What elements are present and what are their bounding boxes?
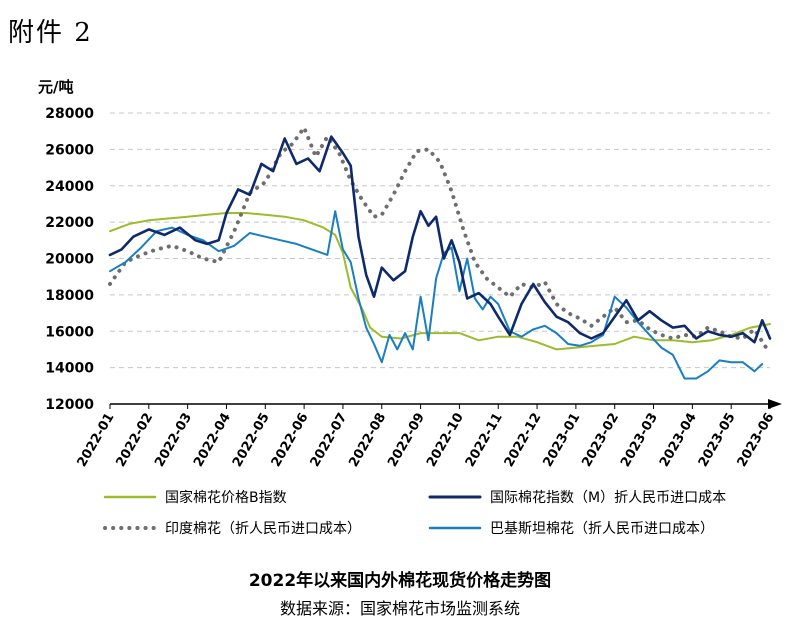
x-tick-label: 2022-09 xyxy=(385,411,428,470)
x-tick-label: 2022-12 xyxy=(502,411,545,470)
x-tick-label: 2022-08 xyxy=(346,411,389,470)
x-tick-label: 2022-06 xyxy=(269,411,312,470)
chart-caption: 2022年以来国内外棉花现货价格走势图 xyxy=(248,571,552,591)
y-axis-unit-label: 元/吨 xyxy=(38,78,73,96)
y-tick-label: 22000 xyxy=(45,215,94,231)
series-line-2 xyxy=(108,135,772,344)
y-axis-ticks: 12000 14000 16000 18000 20000 22000 24000 26000… xyxy=(45,106,94,413)
y-tick-label: 28000 xyxy=(45,106,94,122)
x-tick-label: 2022-01 xyxy=(75,411,118,470)
legend-label-3: 印度棉花（折人民币进口成本） xyxy=(165,520,361,537)
y-tick-label: 14000 xyxy=(45,361,94,377)
legend: 国家棉花价格B指数 国际棉花指数（M）折人民币进口成本印度棉花（折人民币进口成本）… xyxy=(103,489,726,537)
attachment-label: 附件 2 xyxy=(8,18,93,48)
cotton-price-chart: 12000 14000 16000 18000 20000 22000 24000 26000… xyxy=(38,78,782,537)
y-tick-label: 12000 xyxy=(45,397,94,413)
x-tick-label: 2023-06 xyxy=(735,411,778,470)
x-tick-label: 2023-03 xyxy=(618,411,661,470)
x-axis xyxy=(109,399,782,409)
x-tick-label: 2022-05 xyxy=(230,411,273,470)
legend-label-2: 国际棉花指数（M）折人民币进口成本 xyxy=(490,489,726,506)
x-tick-label: 2023-02 xyxy=(579,411,622,470)
legend-label-4: 巴基斯坦棉花（折人民币进口成本） xyxy=(490,520,714,537)
legend-label-1: 国家棉花价格B指数 xyxy=(165,489,287,506)
x-tick-label: 2022-03 xyxy=(152,411,195,470)
data-source-note: 数据来源：国家棉花市场监测系统 xyxy=(279,599,520,618)
y-tick-label: 20000 xyxy=(45,252,94,268)
y-tick-label: 18000 xyxy=(45,288,94,304)
x-axis-tick-labels: 2022-012022-022022-032022-042022-052022-… xyxy=(75,410,778,469)
x-tick-label: 2022-07 xyxy=(308,411,351,470)
x-tick-label: 2022-10 xyxy=(424,410,467,469)
x-tick-label: 2022-11 xyxy=(463,411,506,470)
x-tick-label: 2022-02 xyxy=(113,411,156,470)
series-line-3 xyxy=(108,125,769,350)
series-lines xyxy=(108,125,772,380)
x-tick-label: 2023-04 xyxy=(657,411,700,470)
x-axis-arrow xyxy=(768,399,782,409)
y-tick-label: 24000 xyxy=(45,179,94,195)
x-tick-label: 2023-05 xyxy=(696,411,739,470)
y-tick-label: 16000 xyxy=(45,324,94,340)
x-tick-label: 2022-04 xyxy=(191,411,234,470)
y-tick-label: 26000 xyxy=(45,142,94,158)
series-line-1 xyxy=(109,212,771,351)
x-tick-label: 2023-01 xyxy=(541,411,584,470)
